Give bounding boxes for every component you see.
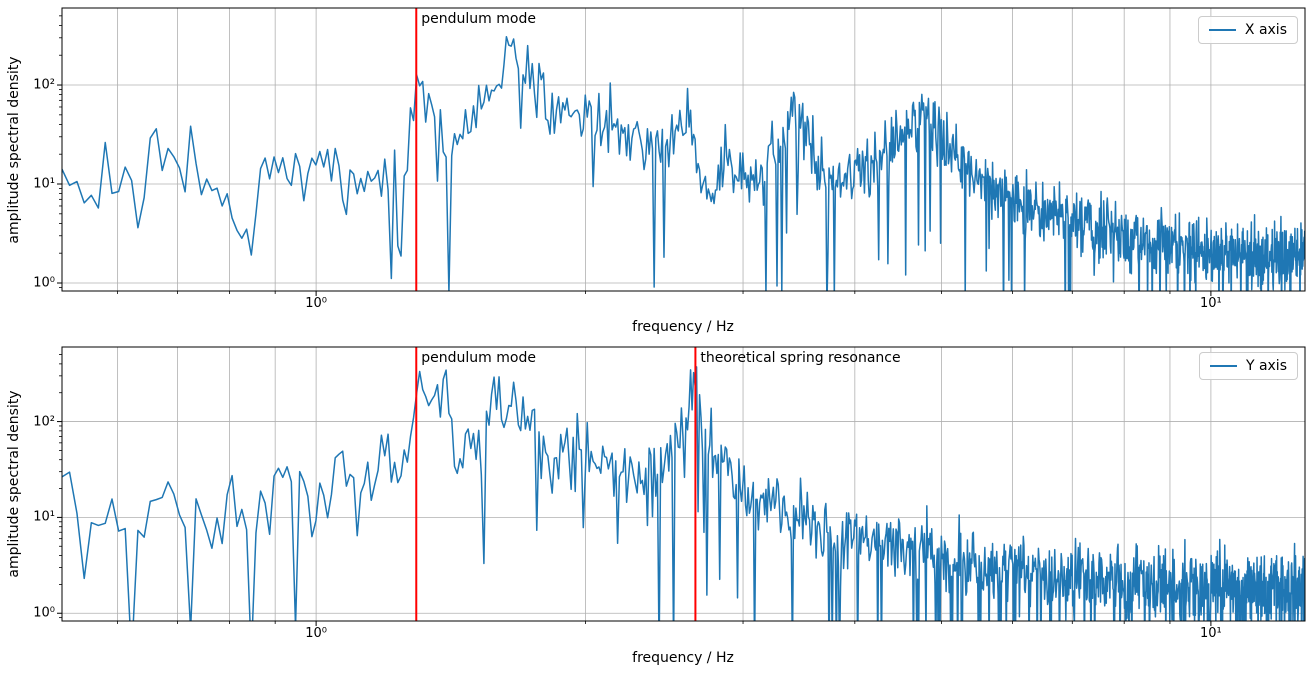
y-tick-label: 10² xyxy=(33,414,55,430)
annotation-pendulum-mode-bottom: pendulum mode xyxy=(421,350,536,366)
annotation-pendulum-mode-top: pendulum mode xyxy=(421,11,536,27)
y-tick-label: 10⁰ xyxy=(33,275,55,291)
x-tick-label: 10¹ xyxy=(1200,296,1222,311)
y-tick-label: 10⁰ xyxy=(33,605,55,621)
legend-line-swatch xyxy=(1208,29,1236,31)
legend-line-swatch xyxy=(1209,365,1237,367)
legend-label: Y axis xyxy=(1245,358,1287,374)
y-tick-label: 10¹ xyxy=(33,176,55,192)
legend-x-axis: X axis xyxy=(1197,16,1298,44)
x-tick-label: 10⁰ xyxy=(305,626,327,641)
bottom-y-axis-label: amplitude spectral density xyxy=(6,390,22,578)
y-tick-label: 10² xyxy=(33,77,55,93)
x-tick-label: 10⁰ xyxy=(305,296,327,311)
top-y-axis-label: amplitude spectral density xyxy=(6,56,22,244)
x-tick-label: 10¹ xyxy=(1200,626,1222,641)
top-x-axis-label: frequency / Hz xyxy=(632,319,734,335)
bottom-x-axis-label: frequency / Hz xyxy=(632,650,734,666)
legend-y-axis: Y axis xyxy=(1198,352,1298,380)
annotation-spring-resonance: theoretical spring resonance xyxy=(700,350,901,366)
y-tick-label: 10¹ xyxy=(33,509,55,525)
legend-label: X axis xyxy=(1244,22,1287,38)
